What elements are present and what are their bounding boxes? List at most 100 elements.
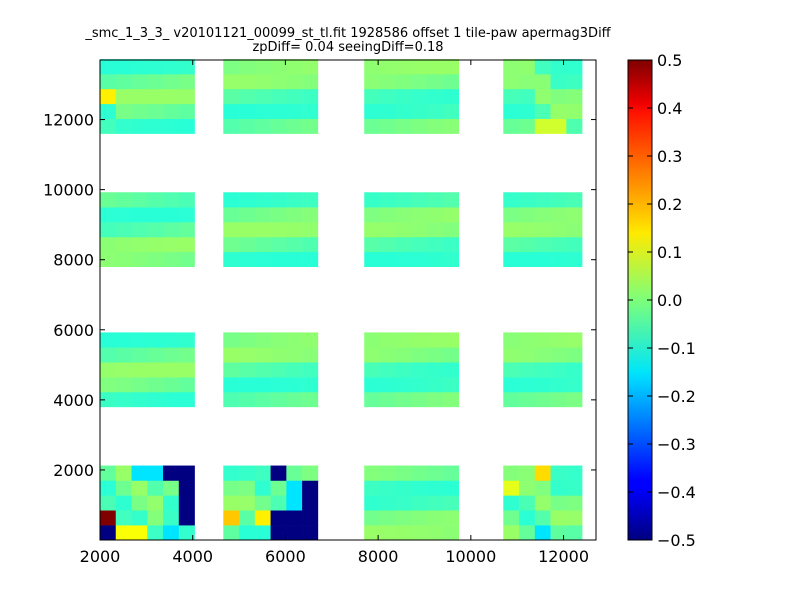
heatmap-cell bbox=[379, 59, 397, 75]
heatmap-cell bbox=[427, 88, 444, 105]
heatmap-cell bbox=[411, 362, 428, 378]
heatmap-cell bbox=[163, 88, 180, 105]
heatmap-cell bbox=[270, 362, 287, 378]
heatmap-cell bbox=[427, 480, 444, 496]
heatmap-cell bbox=[364, 465, 381, 481]
heatmap-cell bbox=[302, 391, 319, 408]
heatmap-cell bbox=[270, 59, 287, 75]
heatmap-cell bbox=[534, 88, 551, 105]
heatmap-cell bbox=[443, 118, 460, 134]
heatmap-cell bbox=[270, 103, 287, 119]
heatmap-cell bbox=[427, 362, 444, 378]
heatmap-cell bbox=[286, 332, 303, 348]
heatmap-cell bbox=[270, 510, 287, 526]
colorbar-tick-label: 0.5 bbox=[657, 51, 682, 70]
y-axis: 2000 4000 6000 8000 10000 12000 bbox=[43, 111, 596, 480]
heatmap-cell bbox=[395, 495, 412, 511]
chart-subtitle: zpDiff= 0.04 seeingDiff=0.18 bbox=[252, 40, 444, 55]
heatmap-cell bbox=[519, 510, 536, 526]
heatmap-cell bbox=[100, 465, 117, 481]
heatmap-cell bbox=[100, 391, 117, 408]
heatmap-cell bbox=[147, 236, 164, 253]
heatmap-cell bbox=[163, 222, 180, 238]
heatmap-cell bbox=[239, 251, 256, 268]
heatmap-cell bbox=[503, 510, 520, 526]
heatmap-cell bbox=[223, 88, 240, 105]
heatmap-cell bbox=[147, 59, 164, 75]
heatmap-cell bbox=[147, 525, 164, 541]
heatmap-cell bbox=[270, 391, 287, 408]
heatmap-cell bbox=[302, 480, 319, 496]
heatmap-cell bbox=[115, 103, 132, 119]
heatmap-cell bbox=[379, 391, 397, 408]
heatmap-cell bbox=[519, 118, 536, 134]
heatmap-cell bbox=[534, 495, 551, 511]
heatmap-cell bbox=[519, 88, 536, 105]
heatmap-cell bbox=[100, 251, 117, 268]
heatmap-cell bbox=[286, 377, 303, 393]
heatmap-cell bbox=[395, 74, 412, 90]
heatmap-cell bbox=[223, 251, 240, 268]
heatmap-cell bbox=[254, 362, 271, 378]
heatmap-cell bbox=[147, 510, 164, 526]
heatmap-cell bbox=[395, 510, 412, 526]
heatmap-cell bbox=[379, 74, 397, 90]
heatmap-cell bbox=[427, 465, 444, 481]
heatmap-cell bbox=[286, 480, 303, 496]
heatmap-cell bbox=[379, 103, 397, 119]
heatmap-cell bbox=[443, 362, 460, 378]
heatmap-cell bbox=[147, 362, 164, 378]
heatmap-cell bbox=[519, 391, 536, 408]
heatmap-cell bbox=[178, 495, 195, 511]
heatmap-cell bbox=[100, 118, 117, 134]
heatmap-cell bbox=[503, 347, 520, 363]
heatmap-cell bbox=[100, 332, 117, 348]
heatmap-cell bbox=[534, 236, 551, 253]
heatmap-cell bbox=[178, 74, 195, 90]
heatmap-cell bbox=[115, 332, 132, 348]
heatmap-cell bbox=[566, 465, 583, 481]
heatmap-cell bbox=[163, 525, 180, 541]
heatmap-cell bbox=[100, 207, 117, 223]
heatmap-cell bbox=[566, 332, 583, 348]
heatmap-cell bbox=[534, 465, 551, 481]
heatmap-cell bbox=[534, 332, 551, 348]
heatmap-cell bbox=[395, 207, 412, 223]
heatmap-cell bbox=[163, 480, 180, 496]
heatmap-cell bbox=[379, 377, 397, 393]
heatmap-cell bbox=[163, 207, 180, 223]
heatmap-cell bbox=[163, 377, 180, 393]
heatmap-cell bbox=[443, 236, 460, 253]
heatmap-cell bbox=[379, 192, 397, 208]
heatmap-cell bbox=[503, 377, 520, 393]
heatmap-cell bbox=[270, 347, 287, 363]
heatmap-cell bbox=[178, 207, 195, 223]
heatmap-cell bbox=[270, 525, 287, 541]
heatmap-cell bbox=[178, 251, 195, 268]
heatmap-cell bbox=[427, 332, 444, 348]
heatmap-cell bbox=[115, 59, 132, 75]
heatmap-cell bbox=[550, 103, 567, 119]
heatmap-cell bbox=[254, 377, 271, 393]
heatmap-cell bbox=[503, 465, 520, 481]
heatmap-cell bbox=[379, 222, 397, 238]
heatmap-cell bbox=[379, 118, 397, 134]
heatmap-cell bbox=[100, 74, 117, 90]
heatmap-cell bbox=[566, 347, 583, 363]
heatmap-cell bbox=[364, 495, 381, 511]
heatmap-cell bbox=[550, 480, 567, 496]
heatmap-cell bbox=[131, 480, 148, 496]
heatmap-cell bbox=[534, 480, 551, 496]
heatmap-cell bbox=[534, 510, 551, 526]
heatmap-cell bbox=[379, 465, 397, 481]
heatmap-cell bbox=[131, 525, 148, 541]
heatmap-cell bbox=[427, 59, 444, 75]
chart-title: _smc_1_3_3_ v20101121_00099_st_tl.fit 19… bbox=[85, 26, 611, 41]
heatmap-cell bbox=[550, 118, 567, 134]
heatmap-cell bbox=[115, 525, 132, 541]
heatmap-cell bbox=[115, 88, 132, 105]
heatmap-cell bbox=[534, 118, 551, 134]
heatmap-cell bbox=[286, 88, 303, 105]
heatmap-cell bbox=[503, 88, 520, 105]
heatmap-cell bbox=[550, 377, 567, 393]
